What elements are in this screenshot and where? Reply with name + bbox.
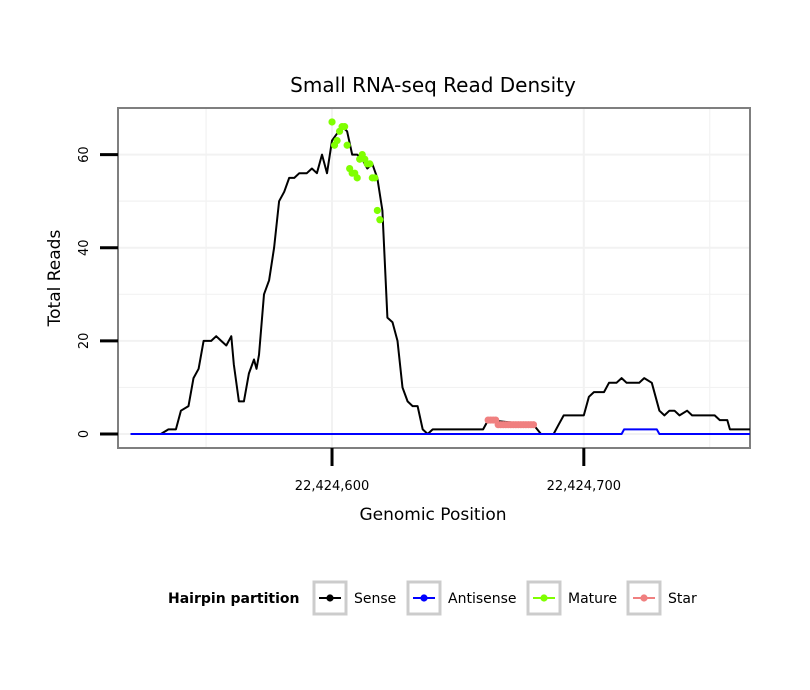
legend: Hairpin partition Sense Antisense Mature St… [168, 580, 697, 616]
mature-point [376, 216, 384, 224]
legend-dot-star [640, 594, 648, 602]
x-tick-label: 22,424,600 [295, 479, 369, 494]
gridlines [118, 108, 750, 448]
plot-panel-border [117, 107, 751, 449]
y-tick-label: 20 [77, 333, 92, 350]
chart-title: Small RNA-seq Read Density [290, 73, 576, 97]
legend-dot-sense [326, 594, 334, 602]
y-tick-label: 0 [77, 430, 92, 438]
axes: 0 20 40 60 22,424,600 22,424,700 [77, 146, 621, 494]
legend-label-sense: Sense [354, 591, 396, 607]
legend-items: Sense Antisense Mature Star [312, 580, 697, 616]
legend-label-antisense: Antisense [448, 591, 517, 607]
star-point [529, 421, 538, 429]
legend-dot-mature [540, 594, 548, 602]
x-tick-label: 22,424,700 [547, 479, 621, 494]
x-axis-title: Genomic Position [359, 505, 506, 525]
mature-point [366, 160, 374, 168]
mature-point [341, 123, 349, 131]
mature-point [353, 174, 361, 182]
legend-label-star: Star [668, 591, 697, 607]
legend-label-mature: Mature [568, 591, 617, 607]
mature-point [328, 118, 336, 126]
mature-point [371, 174, 379, 182]
mature-point [343, 141, 351, 149]
series-layer [130, 118, 750, 435]
sense-line [130, 125, 750, 435]
legend-title: Hairpin partition [168, 591, 299, 607]
y-axis-title: Total Reads [45, 230, 65, 328]
y-tick-label: 60 [77, 146, 92, 163]
mature-point [333, 137, 341, 145]
y-tick-label: 40 [77, 239, 92, 256]
legend-dot-antisense [420, 594, 428, 602]
mature-point [373, 206, 381, 215]
antisense-line [130, 428, 750, 435]
